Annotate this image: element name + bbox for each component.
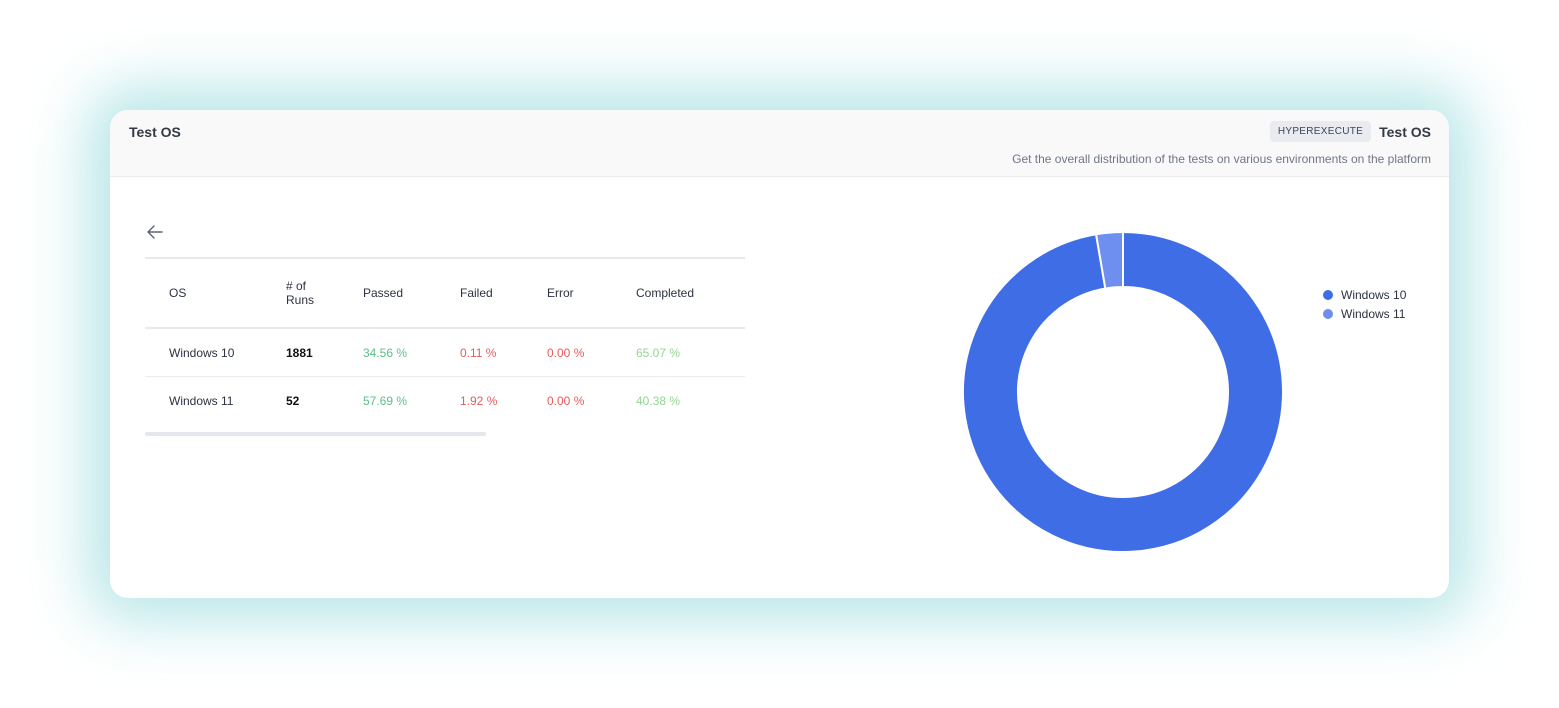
legend-item-windows-11[interactable]: Windows 11 [1323,304,1406,323]
legend-label: Windows 11 [1341,306,1406,321]
column-header-passed[interactable]: Passed [363,258,460,329]
cell-failed: 0.11 % [460,328,547,377]
column-header-completed[interactable]: Completed [636,258,745,329]
header-right: HYPEREXECUTE Test OS [1269,121,1431,142]
cell-os: Windows 11 [169,393,234,408]
os-table: OS # of Runs Passed Failed Error Complet… [145,257,745,424]
card-title: Test OS [129,124,181,140]
column-header-runs-label: # of Runs [286,279,315,307]
column-header-os[interactable]: OS [145,258,286,329]
table-row[interactable]: Windows 10 1881 34.56 % 0.11 % 0.00 % 65… [145,328,745,377]
cell-passed: 34.56 % [363,328,460,377]
column-header-runs[interactable]: # of Runs [286,258,363,329]
chart-legend: Windows 10 Windows 11 [1323,285,1406,323]
cell-completed: 65.07 % [636,328,745,377]
card-subtitle: Get the overall distribution of the test… [1012,152,1431,166]
card-header: Test OS HYPEREXECUTE Test OS Get the ove… [110,110,1449,177]
table-header-row: OS # of Runs Passed Failed Error Complet… [145,258,745,329]
legend-dot [1323,289,1333,300]
legend-item-windows-10[interactable]: Windows 10 [1323,285,1406,304]
hyperexecute-tag: HYPEREXECUTE [1269,121,1372,142]
cell-error: 0.00 % [547,393,585,408]
arrow-left-icon[interactable] [145,222,165,242]
legend-dot [1323,308,1333,319]
cell-passed: 57.69 % [363,393,408,408]
column-header-error[interactable]: Error [547,258,636,329]
cell-runs: 52 [286,393,300,408]
test-os-card: Test OS HYPEREXECUTE Test OS Get the ove… [110,110,1449,598]
legend-label: Windows 10 [1341,287,1407,302]
cell-os: Windows 10 [145,328,286,377]
donut-slice-windows-11[interactable] [1094,230,1124,290]
table-row[interactable]: Windows 11 52 57.69 % 1.92 % 0.00 % 40.3… [145,377,745,425]
cell-completed: 40.38 % [636,393,681,408]
column-header-failed[interactable]: Failed [460,258,547,329]
cell-failed: 1.92 % [460,393,498,408]
header-right-title: Test OS [1379,123,1431,140]
cell-runs: 1881 [286,328,363,377]
horizontal-scrollbar[interactable] [145,432,486,436]
cell-error: 0.00 % [547,328,636,377]
donut-slice-windows-10[interactable] [962,230,1284,553]
donut-chart [962,230,1284,553]
